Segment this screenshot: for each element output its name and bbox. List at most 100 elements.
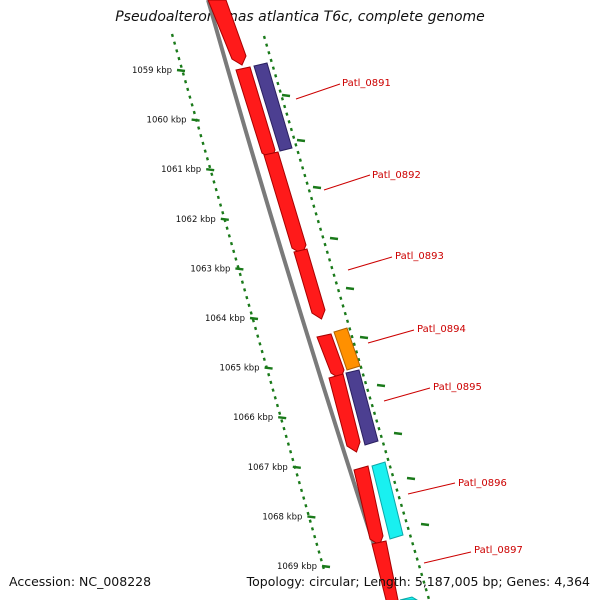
kbp-label: 1059 kbp: [132, 66, 172, 76]
kbp-major-tick: [321, 564, 331, 569]
inner-scale-dot: [229, 241, 234, 246]
outer-scale-dot: [422, 580, 426, 584]
outer-scale-dot: [278, 89, 282, 93]
outer-scale-dot: [312, 204, 316, 208]
outer-scale-dot: [298, 158, 302, 162]
outer-scale-dot: [280, 97, 284, 101]
outer-scale-dot: [307, 189, 311, 193]
kbp-major-tick: [307, 515, 316, 519]
outer-scale-dot: [352, 342, 356, 347]
outer-scale-dot: [359, 365, 363, 370]
outer-scale-dot: [390, 472, 395, 477]
inner-scale-dot: [179, 64, 183, 69]
kbp-label: 1067 kbp: [248, 463, 288, 473]
gene-cds[interactable]: [263, 151, 307, 255]
gene-feature-purple[interactable]: [345, 369, 379, 446]
gene-label-leader: [383, 387, 431, 402]
inner-scale-dot: [260, 349, 264, 354]
inner-scale-dot: [297, 480, 301, 485]
inner-scale-dot: [234, 257, 238, 261]
gene-cds[interactable]: [353, 465, 384, 546]
outer-scale-dot: [381, 442, 386, 446]
gene-label[interactable]: Patl_0896: [458, 478, 507, 489]
gene-label-leader: [323, 174, 371, 191]
gene-cds[interactable]: [293, 248, 326, 320]
inner-scale-dot: [199, 133, 203, 138]
inner-scale-dot: [183, 79, 188, 84]
inner-scale-dot: [319, 557, 323, 562]
gene-label-leader: [295, 83, 341, 100]
outer-scale-dot: [350, 334, 354, 339]
inner-scale-dot: [247, 303, 251, 308]
kbp-label: 1061 kbp: [161, 165, 201, 175]
genome-summary-text: Topology: circular; Length: 5,187,005 bp…: [246, 574, 590, 589]
gene-label[interactable]: Patl_0895: [433, 382, 482, 393]
outer-scale-dot: [415, 557, 419, 561]
outer-scale-dot: [413, 549, 417, 554]
kbp-label: 1069 kbp: [277, 562, 317, 572]
gene-label[interactable]: Patl_0894: [417, 324, 466, 335]
outer-scale-dot: [332, 273, 336, 278]
outer-scale-dot: [296, 150, 300, 155]
kbp-label: 1064 kbp: [205, 314, 245, 324]
outer-scale-dot: [323, 242, 327, 247]
kbp-major-tick: [206, 168, 215, 172]
outer-scale-dot: [386, 457, 390, 462]
outer-scale-dot: [285, 112, 289, 116]
inner-scale-dot: [267, 372, 271, 377]
outer-scale-dot: [404, 518, 408, 523]
outer-scale-dot: [325, 250, 329, 255]
inner-scale-dot: [315, 542, 319, 547]
gene-label[interactable]: Patl_0891: [342, 78, 391, 89]
gene-label[interactable]: Patl_0897: [474, 545, 523, 556]
outer-scale-dot: [341, 304, 345, 308]
outer-major-tick: [376, 383, 386, 388]
gene-feature-purple[interactable]: [253, 62, 293, 152]
outer-scale-dot: [420, 572, 424, 577]
inner-scale-dot: [210, 172, 214, 176]
outer-scale-dot: [395, 488, 399, 492]
inner-scale-dot: [278, 411, 282, 416]
inner-scale-dot: [218, 203, 223, 207]
inner-scale-dot: [282, 426, 286, 431]
outer-scale-dot: [348, 327, 352, 331]
outer-major-tick: [281, 93, 291, 98]
gene-feature-orange[interactable]: [333, 327, 361, 371]
kbp-major-tick: [249, 316, 259, 321]
outer-scale-dot: [393, 480, 397, 485]
inner-scale-dot: [313, 534, 317, 539]
inner-scale-dot: [177, 56, 181, 61]
inner-scale-dot: [243, 288, 247, 292]
outer-scale-dot: [343, 311, 347, 316]
gene-label[interactable]: Patl_0893: [395, 251, 444, 262]
accession-text: Accession: NC_008228: [9, 574, 152, 589]
outer-scale-dot: [316, 219, 320, 224]
gene-label[interactable]: Patl_0892: [372, 170, 421, 181]
outer-scale-dot: [366, 388, 370, 393]
outer-scale-dot: [271, 66, 275, 70]
inner-scale-dot: [186, 87, 190, 92]
outer-major-tick: [420, 522, 430, 527]
outer-major-tick: [329, 236, 339, 241]
gene-feature-cyan[interactable]: [399, 596, 418, 600]
inner-scale-dot: [216, 195, 220, 200]
gene-feature-cyan[interactable]: [371, 461, 404, 540]
outer-scale-dot: [426, 595, 430, 600]
kbp-major-tick: [292, 465, 301, 469]
inner-scale-dot: [208, 164, 212, 169]
outer-scale-dot: [345, 319, 350, 324]
inner-scale-dot: [317, 550, 321, 554]
gene-cds[interactable]: [328, 373, 361, 453]
gene-cds[interactable]: [207, 0, 247, 66]
inner-scale-dot: [238, 272, 242, 277]
inner-scale-dot: [240, 280, 245, 284]
outer-scale-dot: [321, 235, 325, 239]
outer-scale-dot: [417, 564, 422, 569]
inner-scale-dot: [173, 41, 177, 45]
outer-scale-dot: [276, 81, 280, 86]
outer-scale-dot: [368, 396, 372, 400]
outer-scale-dot: [354, 350, 359, 354]
kbp-label: 1062 kbp: [176, 215, 216, 225]
gene-cds[interactable]: [371, 540, 399, 600]
